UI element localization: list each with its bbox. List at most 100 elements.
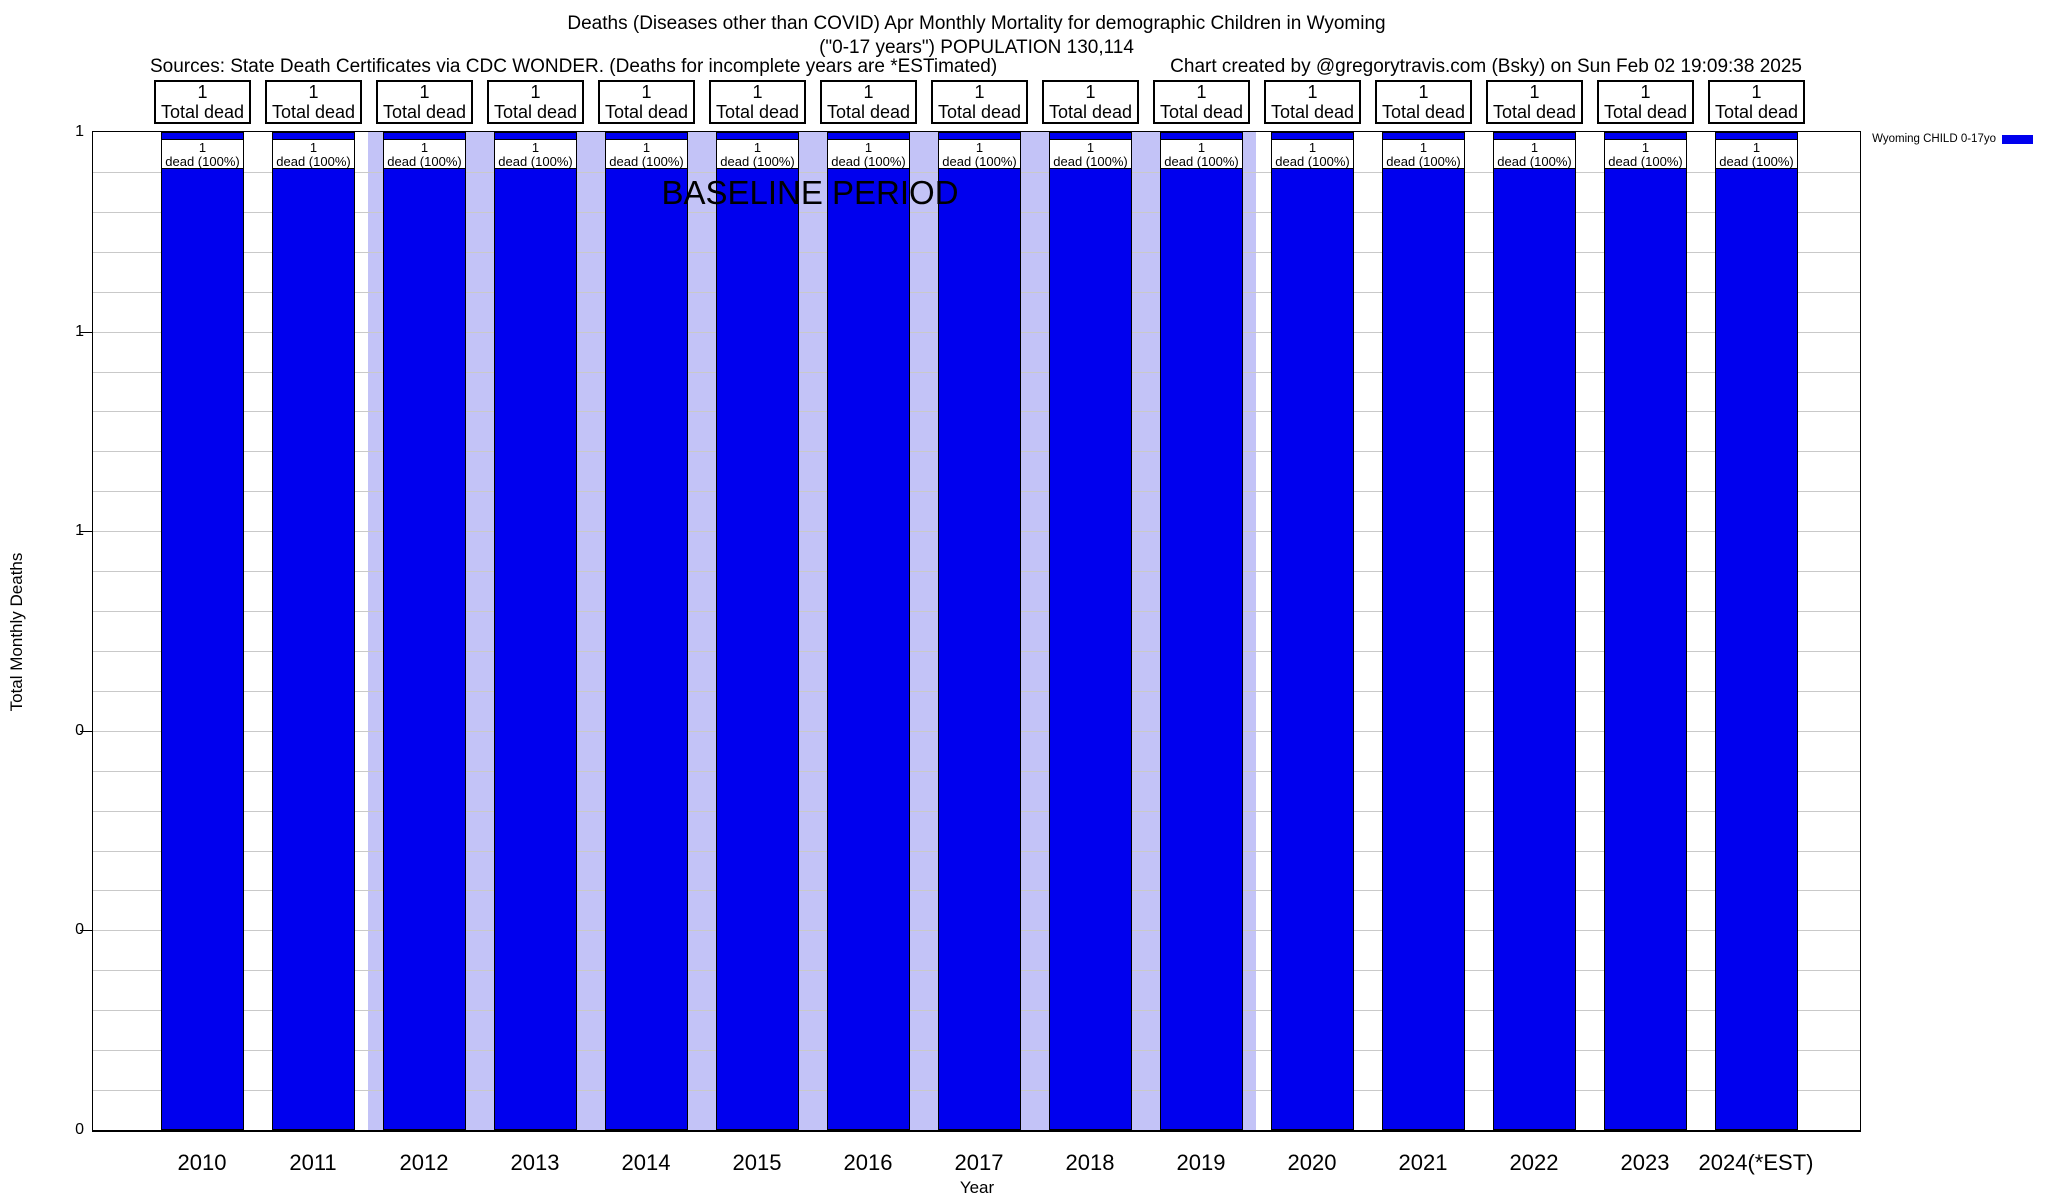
bar-value-tag: 1 dead (100%) [161,139,244,169]
total-dead-caption: Total dead [382,101,467,122]
bar: 1 dead (100%) [1382,132,1465,1130]
total-dead-value: 1 [1085,82,1096,102]
bar: 1 dead (100%) [494,132,577,1130]
bar-caption: dead (100%) [609,153,684,169]
total-dead-caption: Total dead [826,101,911,122]
bar-value-tag: 1 dead (100%) [383,139,466,169]
bar-value-tag: 1 dead (100%) [1493,139,1576,169]
total-dead-box: 1 Total dead [931,80,1028,124]
x-axis-year-label: 2021 [1398,1150,1448,1175]
total-dead-caption: Total dead [493,101,578,122]
y-axis-tick-label: 0 [75,722,84,739]
bar-value: 1 [753,140,762,155]
x-axis-year-label: 2011 [289,1150,337,1175]
bar-value: 1 [1641,140,1650,155]
total-dead-caption: Total dead [715,101,800,122]
bar-value-tag: 1 dead (100%) [272,139,355,169]
plot-area: BASELINE PERIOD 1 dead (100%) 1 dead (100%)… [92,131,1861,1132]
y-axis-tick [80,731,92,732]
bar-caption: dead (100%) [1497,153,1572,169]
bar-value-tag: 1 dead (100%) [1049,139,1132,169]
total-dead-value: 1 [530,82,541,102]
bar: 1 dead (100%) [716,132,799,1130]
total-dead-box: 1 Total dead [1264,80,1361,124]
total-dead-value: 1 [419,82,430,102]
bar-value: 1 [1308,140,1317,155]
bar-value-tag: 1 dead (100%) [494,139,577,169]
bar-value-tag: 1 dead (100%) [716,139,799,169]
x-axis-year-label: 2013 [510,1150,560,1175]
bar: 1 dead (100%) [1715,132,1798,1130]
total-dead-box: 1 Total dead [709,80,806,124]
legend: Wyoming CHILD 0-17yo [1780,131,2048,147]
y-axis-tick [80,332,92,333]
chart-subtitle: ("0-17 years") POPULATION 130,114 [819,37,1134,58]
total-dead-value: 1 [1307,82,1318,102]
bar-caption: dead (100%) [387,153,462,169]
total-dead-caption: Total dead [1048,101,1133,122]
x-axis-year-label: 2020 [1287,1150,1337,1175]
bar-caption: dead (100%) [1719,153,1794,169]
bar-value-tag: 1 dead (100%) [1160,139,1243,169]
total-dead-value: 1 [1640,82,1651,102]
total-dead-box: 1 Total dead [598,80,695,124]
total-dead-box: 1 Total dead [1153,80,1250,124]
total-dead-caption: Total dead [1603,101,1688,122]
total-dead-box: 1 Total dead [1597,80,1694,124]
bar: 1 dead (100%) [605,132,688,1130]
bar-caption: dead (100%) [276,153,351,169]
bar-value: 1 [1752,140,1761,155]
x-axis-year-label: 2017 [954,1150,1004,1175]
bar-value: 1 [642,140,651,155]
y-axis-tick [80,930,92,931]
total-dead-value: 1 [1751,82,1762,102]
total-dead-box: 1 Total dead [1375,80,1472,124]
bar-caption: dead (100%) [1164,153,1239,169]
x-axis-year-label: 2015 [732,1150,782,1175]
bar-value: 1 [309,140,318,155]
total-dead-box: 1 Total dead [154,80,251,124]
y-axis-tick-label: 0 [75,921,84,938]
chart-header: Deaths (Diseases other than COVID) Apr M… [93,12,1860,60]
total-dead-value: 1 [1196,82,1207,102]
total-dead-value: 1 [641,82,652,102]
baseline-period-label: BASELINE PERIOD [661,174,959,211]
bar-caption: dead (100%) [1053,153,1128,169]
bar-value: 1 [420,140,429,155]
total-dead-caption: Total dead [160,101,245,122]
bar-caption: dead (100%) [942,153,1017,169]
total-dead-caption: Total dead [1492,101,1577,122]
bar: 1 dead (100%) [1160,132,1243,1130]
bar-value: 1 [1530,140,1539,155]
total-dead-value: 1 [197,82,208,102]
bar-value: 1 [864,140,873,155]
total-dead-value: 1 [1529,82,1540,102]
total-dead-value: 1 [974,82,985,102]
bar-caption: dead (100%) [165,153,240,169]
total-dead-box: 1 Total dead [1708,80,1805,124]
x-axis-year-label: 2010 [177,1150,227,1175]
total-dead-value: 1 [752,82,763,102]
total-dead-caption: Total dead [271,101,356,122]
bar: 1 dead (100%) [161,132,244,1130]
y-axis-tick-label: 1 [75,123,84,140]
bar-value: 1 [1197,140,1206,155]
bar-caption: dead (100%) [1386,153,1461,169]
x-axis-year-label: 2022 [1509,1150,1559,1175]
y-axis-tick [80,531,92,532]
bar-value-tag: 1 dead (100%) [1382,139,1465,169]
total-dead-caption: Total dead [1159,101,1244,122]
bar: 1 dead (100%) [827,132,910,1130]
total-dead-box: 1 Total dead [376,80,473,124]
bar: 1 dead (100%) [1493,132,1576,1130]
bar: 1 dead (100%) [938,132,1021,1130]
bar-caption: dead (100%) [720,153,795,169]
bar-caption: dead (100%) [1275,153,1350,169]
bar-value-tag: 1 dead (100%) [605,139,688,169]
bar: 1 dead (100%) [383,132,466,1130]
total-dead-box: 1 Total dead [265,80,362,124]
credit-note: Chart created by @gregorytravis.com (Bsk… [1170,56,1802,77]
total-dead-box: 1 Total dead [1042,80,1139,124]
x-axis-year-label: 2024(*EST) [1698,1150,1814,1175]
bar: 1 dead (100%) [272,132,355,1130]
